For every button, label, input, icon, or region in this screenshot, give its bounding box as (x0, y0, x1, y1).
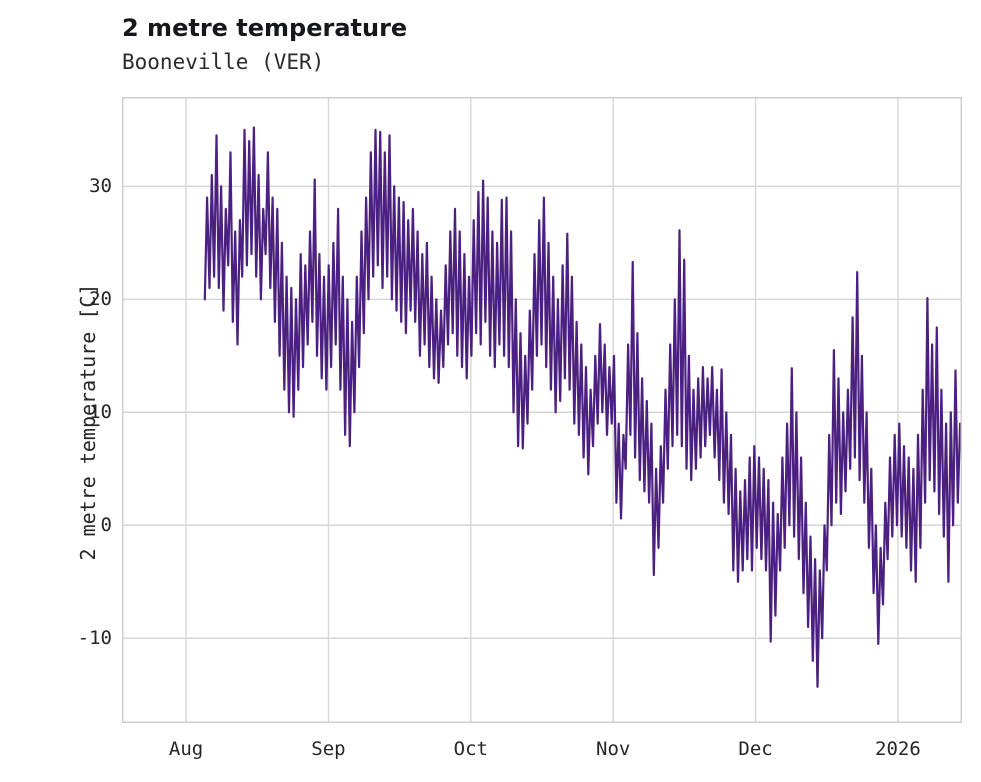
y-tick-label: -10 (77, 627, 112, 650)
y-tick-label: 10 (89, 401, 112, 424)
x-tick-label: Dec (738, 738, 773, 760)
y-tick-label: 30 (89, 175, 112, 198)
plot-area (122, 97, 962, 723)
temperature-line-chart (122, 97, 962, 723)
temperature-series-line (203, 126, 962, 688)
chart-title: 2 metre temperature (122, 14, 408, 42)
x-tick-label: Aug (168, 738, 204, 760)
y-tick-label: 0 (100, 514, 112, 537)
x-tick-label: Nov (596, 738, 631, 760)
x-tick-label: 2026 (875, 738, 921, 760)
x-tick-label: Sep (311, 738, 346, 760)
x-tick-label: Oct (453, 738, 488, 760)
chart-subtitle: Booneville (VER) (122, 50, 325, 74)
y-tick-label: 20 (89, 288, 112, 311)
